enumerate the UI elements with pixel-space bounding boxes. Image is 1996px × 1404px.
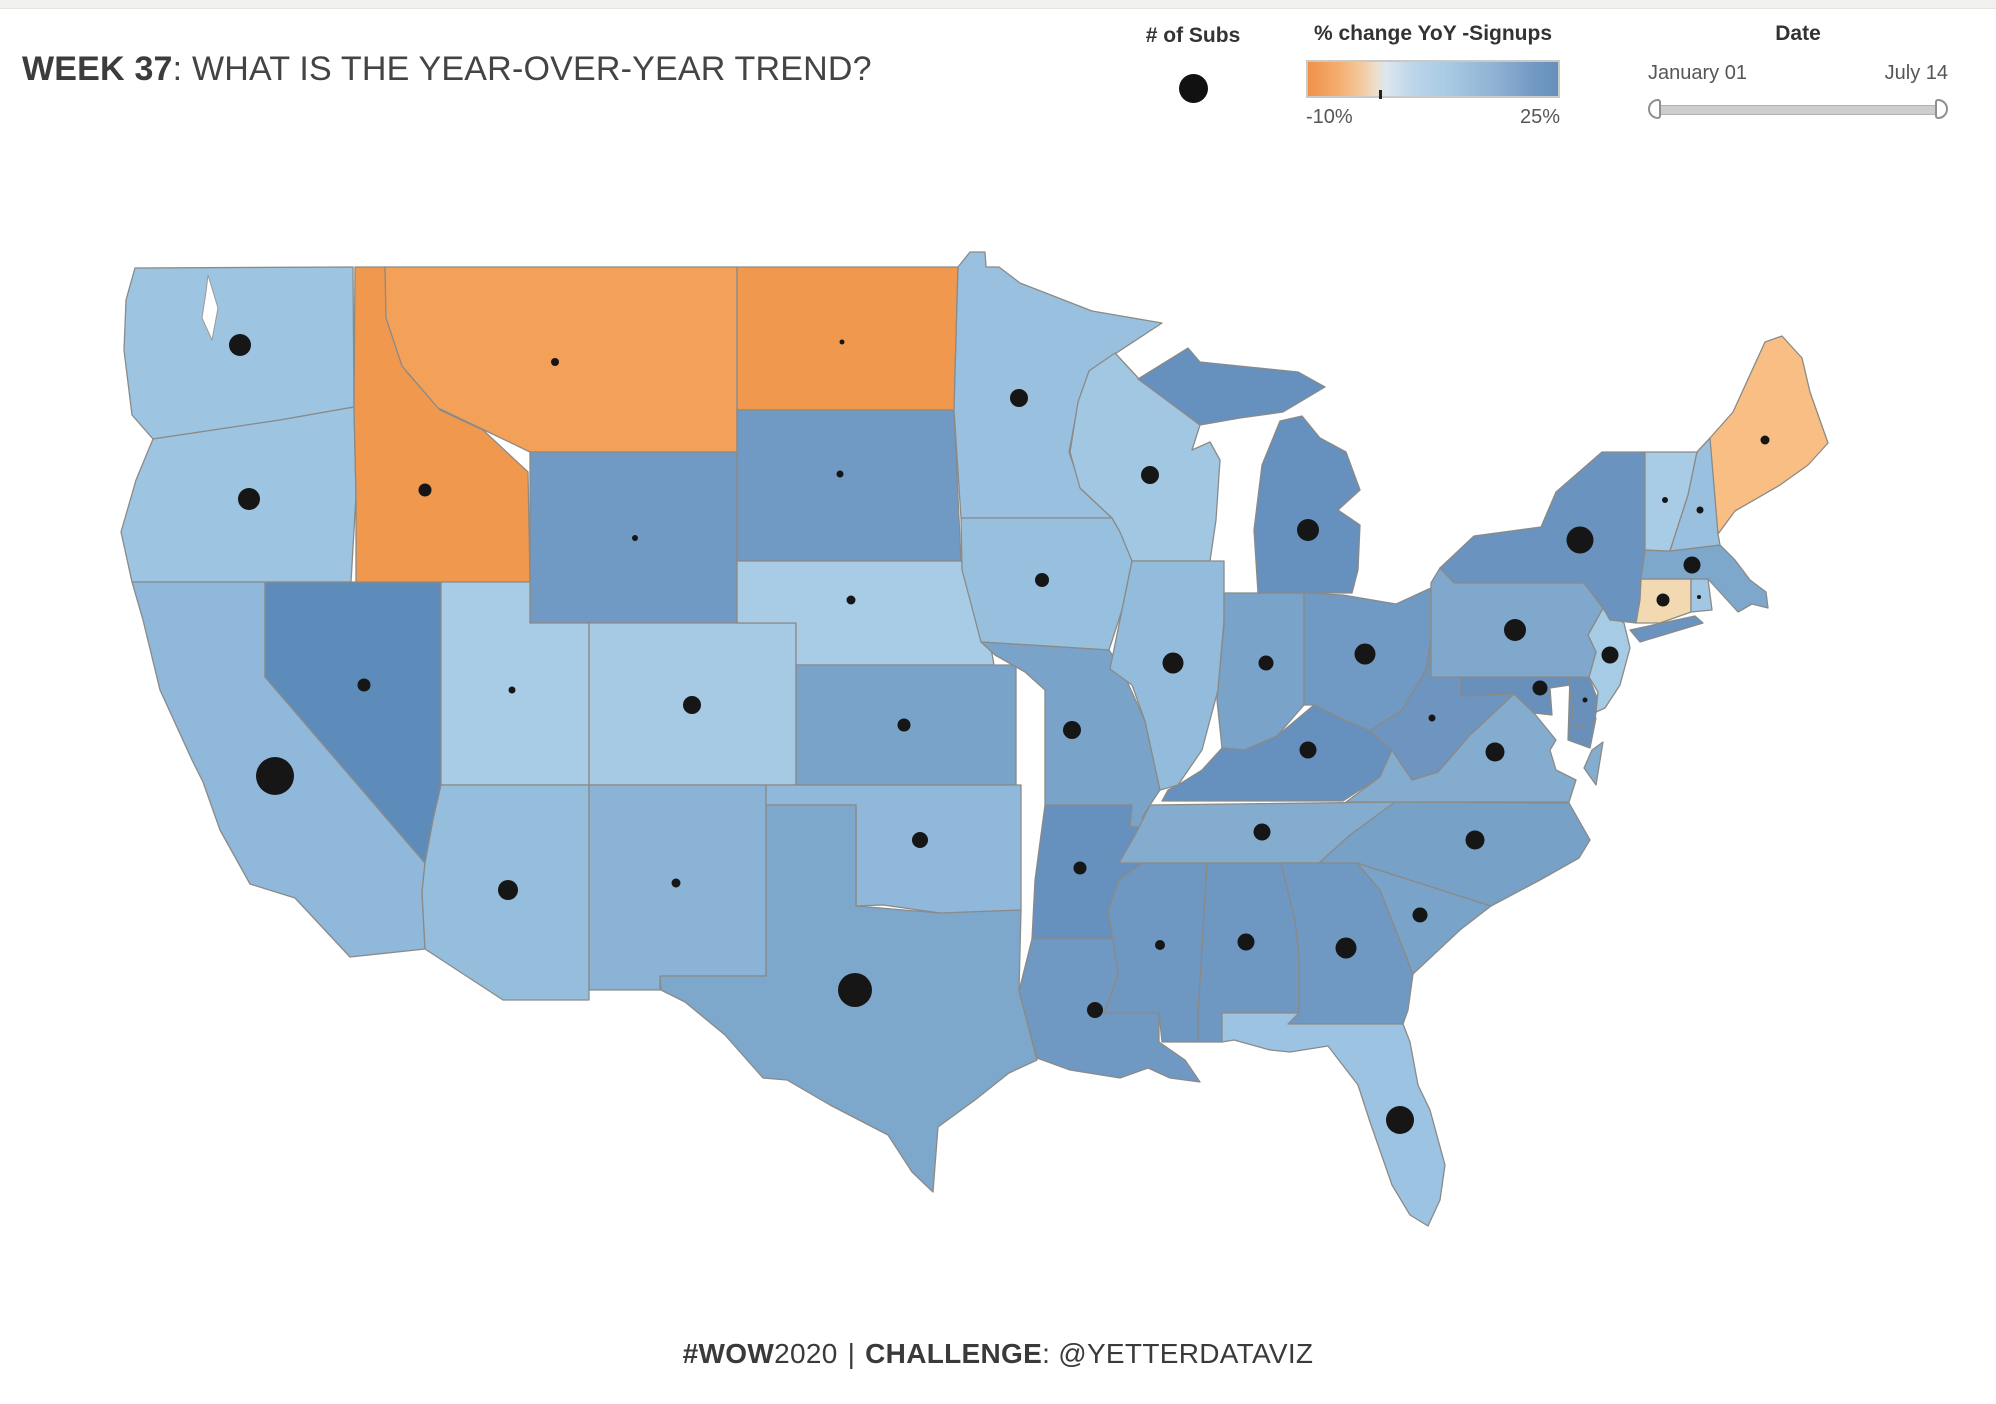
state-maine[interactable] <box>1709 335 1829 535</box>
state-south-dakota[interactable] <box>736 409 962 562</box>
subs-dot-montana[interactable] <box>551 358 559 366</box>
subs-dot-connecticut[interactable] <box>1656 593 1670 607</box>
subs-dot-massachusetts[interactable] <box>1683 556 1701 574</box>
subs-dot-delaware[interactable] <box>1582 697 1588 703</box>
footer-challenge-bold: CHALLENGE <box>865 1338 1043 1369</box>
size-legend-label: # of Subs <box>1145 24 1241 47</box>
color-legend-min: -10% <box>1306 106 1353 128</box>
subs-dot-rhode-island[interactable] <box>1697 595 1701 599</box>
subs-dot-california[interactable] <box>256 757 294 795</box>
subs-dot-maine[interactable] <box>1760 435 1770 445</box>
subs-dot-oregon[interactable] <box>238 488 260 510</box>
color-legend: % change YoY -Signups -10% 25% <box>1306 22 1560 129</box>
subs-dot-maryland[interactable] <box>1532 680 1548 696</box>
subs-dot-new-hampshire[interactable] <box>1696 506 1704 514</box>
state-new-mexico[interactable] <box>588 784 767 991</box>
subs-dot-iowa[interactable] <box>1035 573 1049 587</box>
slider-right-handle[interactable] <box>1935 99 1948 119</box>
subs-dot-mississippi[interactable] <box>1155 940 1165 950</box>
subs-dot-west-virginia[interactable] <box>1428 714 1436 722</box>
subs-dot-ohio[interactable] <box>1354 643 1376 665</box>
color-legend-label: % change YoY -Signups <box>1313 22 1553 45</box>
subs-dot-north-dakota[interactable] <box>839 339 845 345</box>
date-end-label: July 14 <box>1884 62 1948 84</box>
subs-dot-michigan[interactable] <box>1297 519 1319 541</box>
footer-wow-bold: #WOW <box>682 1338 775 1369</box>
color-legend-max: 25% <box>1519 106 1560 128</box>
slider-track[interactable] <box>1656 105 1940 115</box>
date-range-slider[interactable] <box>1648 99 1948 119</box>
us-choropleth-map <box>120 251 1829 1227</box>
footer-challenge-handle: : @YETTERDATAVIZ <box>1042 1338 1314 1369</box>
subs-dot-oklahoma[interactable] <box>912 832 928 848</box>
footer-credit: #WOW2020 | CHALLENGE: @YETTERDATAVIZ <box>0 1338 1996 1370</box>
title-question: : WHAT IS THE YEAR-OVER-YEAR TREND? <box>172 50 872 88</box>
subs-dot-pennsylvania[interactable] <box>1504 619 1526 641</box>
footer-wow-year: 2020 <box>774 1338 838 1369</box>
subs-dot-arizona[interactable] <box>498 880 518 900</box>
subs-dot-utah[interactable] <box>508 686 516 694</box>
subs-dot-wisconsin[interactable] <box>1141 466 1159 484</box>
subs-dot-arkansas[interactable] <box>1073 861 1087 875</box>
subs-dot-north-carolina[interactable] <box>1465 830 1485 850</box>
title-week: WEEK 37 <box>22 50 173 88</box>
subs-dot-kansas[interactable] <box>897 718 911 732</box>
color-legend-zero-tick <box>1378 90 1382 99</box>
subs-dot-south-carolina[interactable] <box>1412 907 1428 923</box>
subs-dot-vermont[interactable] <box>1662 497 1668 503</box>
slider-left-handle[interactable] <box>1648 99 1661 119</box>
subs-dot-missouri[interactable] <box>1063 721 1081 739</box>
state-north-carolina[interactable] <box>1318 801 1591 907</box>
subs-dot-louisiana[interactable] <box>1087 1002 1103 1018</box>
size-legend-circle-icon <box>1178 74 1208 103</box>
subs-dot-new-york[interactable] <box>1566 526 1594 554</box>
subs-dot-alabama[interactable] <box>1237 933 1255 951</box>
color-gradient-bar <box>1306 60 1560 99</box>
subs-dot-nebraska[interactable] <box>846 595 856 605</box>
state-rhode-island[interactable] <box>1690 578 1713 613</box>
puget-sound-water <box>201 274 219 342</box>
page-title: WEEK 37: WHAT IS THE YEAR-OVER-YEAR TREN… <box>22 50 872 89</box>
date-filter-label: Date <box>1775 22 1821 45</box>
subs-dot-wyoming[interactable] <box>632 535 638 541</box>
footer-separator: | <box>847 1338 856 1369</box>
subs-dot-nevada[interactable] <box>357 678 371 692</box>
subs-dot-indiana[interactable] <box>1258 655 1274 671</box>
subs-dot-idaho[interactable] <box>418 483 432 497</box>
subs-dot-new-jersey[interactable] <box>1601 646 1619 664</box>
date-start-label: January 01 <box>1648 62 1747 84</box>
top-divider <box>0 0 1996 9</box>
subs-dot-kentucky[interactable] <box>1299 741 1317 759</box>
subs-dot-south-dakota[interactable] <box>836 470 844 478</box>
subs-dot-virginia[interactable] <box>1485 742 1505 762</box>
state-florida[interactable] <box>1221 1012 1446 1227</box>
subs-dot-tennessee[interactable] <box>1253 823 1271 841</box>
size-legend: # of Subs <box>1108 24 1278 103</box>
subs-dot-colorado[interactable] <box>683 696 701 714</box>
subs-dot-georgia[interactable] <box>1335 937 1357 959</box>
state-north-dakota[interactable] <box>736 266 959 411</box>
subs-dot-texas[interactable] <box>838 973 872 1007</box>
subs-dot-illinois[interactable] <box>1162 652 1184 674</box>
subs-dot-washington[interactable] <box>229 334 251 356</box>
date-filter: Date January 01 July 14 <box>1648 22 1948 119</box>
subs-dot-florida[interactable] <box>1386 1106 1414 1134</box>
subs-dot-minnesota[interactable] <box>1010 389 1028 407</box>
subs-dot-new-mexico[interactable] <box>671 878 681 888</box>
